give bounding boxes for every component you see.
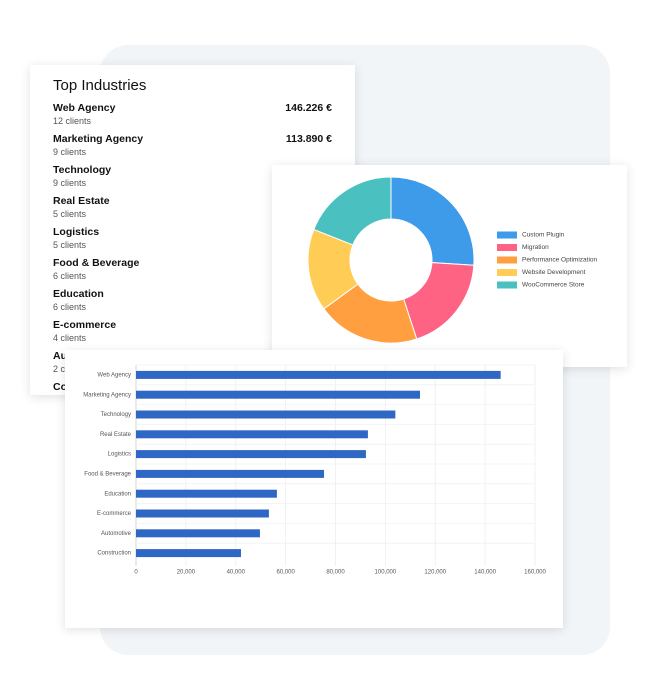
y-tick-label: Web Agency [97, 372, 131, 378]
industry-item: Web Agency 12 clients 146.226 € [53, 102, 332, 126]
legend-label: WooCommerce Store [522, 282, 585, 289]
industry-item: Logistics 5 clients [53, 226, 332, 250]
legend-swatch [497, 244, 517, 251]
y-tick-label: E-commerce [97, 511, 132, 517]
industry-item: Food & Beverage 6 clients [53, 257, 332, 281]
industry-revenue: 113.890 € [285, 133, 332, 145]
client-count: 4 clients [53, 333, 87, 343]
industry-item: Technology 9 clients [53, 164, 332, 188]
bar [136, 390, 421, 399]
industry-item: E-commerce 4 clients [53, 319, 332, 343]
industry-item: Real Estate 5 clients [53, 195, 332, 219]
legend-label: Custom Plugin [522, 232, 565, 239]
client-count: 5 clients [53, 209, 87, 219]
client-count: 6 clients [53, 271, 87, 281]
x-tick-label: 140,000 [474, 570, 496, 576]
y-tick-label: Education [104, 491, 131, 497]
donut-chart: Custom Plugin Migration Performance Optimi… [307, 176, 598, 344]
donut-segment [403, 262, 475, 340]
bar [136, 509, 269, 518]
bar [136, 430, 368, 439]
x-tick-label: 80,000 [326, 570, 345, 576]
legend-swatch [497, 281, 517, 289]
x-tick-label: 160,000 [524, 570, 546, 576]
y-tick-label: Logistics [108, 452, 131, 458]
industry-name: Technology [53, 164, 112, 176]
bar [136, 469, 325, 478]
client-count: 9 clients [53, 147, 87, 157]
x-tick-label: 100,000 [375, 570, 397, 576]
x-tick-label: 20,000 [177, 570, 196, 576]
bar-chart: 0 20,000 40,000 60,000 80,000 100,000 120,000 1… [83, 364, 547, 576]
industry-revenue: 146.226 € [285, 102, 332, 114]
y-tick-label: Technology [101, 412, 131, 418]
industry-item: Education 6 clients [53, 288, 332, 312]
y-tick-label: Automotive [101, 531, 132, 537]
industry-name: Food & Beverage [53, 257, 140, 269]
y-tick-label: Real Estate [100, 432, 132, 438]
x-tick-label: 120,000 [424, 570, 446, 576]
bar [136, 489, 277, 498]
bar [136, 410, 396, 419]
donut-segment [313, 176, 392, 246]
legend-swatch [497, 269, 517, 276]
industry-name: Education [53, 288, 104, 300]
x-tick-label: 0 [134, 570, 138, 576]
industry-name: E-commerce [53, 319, 117, 331]
legend-swatch [497, 256, 517, 264]
donut-card: Custom Plugin Migration Performance Optimi… [272, 165, 627, 367]
industry-name: Real Estate [53, 195, 110, 207]
legend-swatch [497, 231, 517, 239]
y-tick-label: Food & Beverage [84, 471, 131, 477]
donut-segment [390, 176, 475, 266]
legend-label: Migration [522, 244, 549, 251]
list-title: Top Industries [53, 77, 147, 94]
bar [136, 450, 366, 459]
bar-card: 0 20,000 40,000 60,000 80,000 100,000 120,000 1… [65, 350, 563, 628]
industry-name: Logistics [53, 226, 100, 238]
legend-label: Performance Optimization [522, 257, 598, 264]
client-count: 12 clients [53, 116, 92, 126]
bar [136, 370, 501, 379]
client-count: 5 clients [53, 240, 87, 250]
y-tick-label: Marketing Agency [83, 392, 131, 398]
x-tick-label: 40,000 [227, 570, 246, 576]
industry-name: Marketing Agency [53, 133, 144, 145]
x-tick-label: 60,000 [276, 570, 295, 576]
client-count: 9 clients [53, 178, 87, 188]
bar [136, 549, 241, 558]
legend-label: Website Development [522, 269, 586, 276]
bar [136, 529, 260, 538]
industry-item: Marketing Agency 9 clients 113.890 € [53, 133, 332, 157]
y-tick-label: Construction [97, 551, 131, 557]
client-count: 6 clients [53, 302, 87, 312]
industry-name: Web Agency [53, 102, 116, 114]
